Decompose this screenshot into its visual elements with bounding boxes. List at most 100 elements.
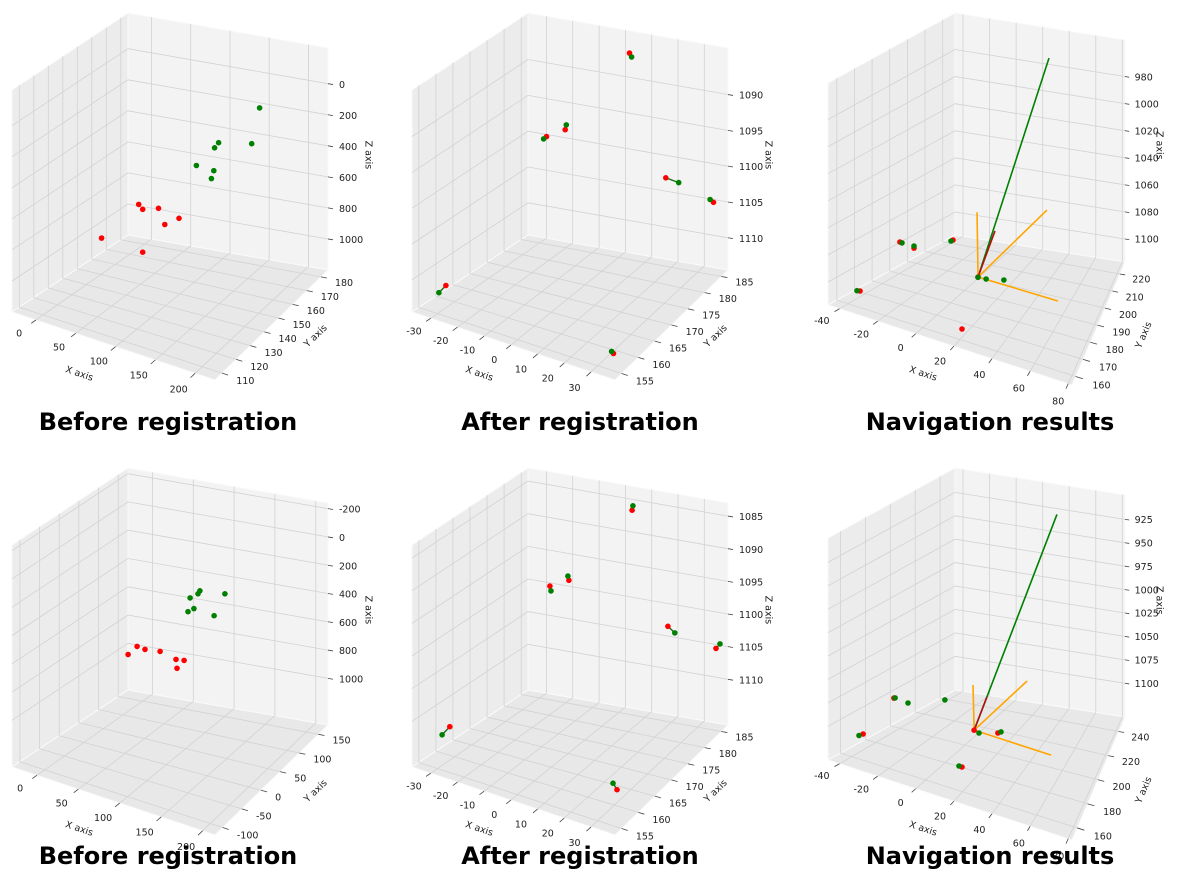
x-tick-label: 60 [1013, 383, 1025, 394]
z-tick-label: 1060 [1135, 181, 1159, 192]
point [717, 641, 723, 647]
y-tick-label: 190 [1112, 328, 1130, 339]
z-tick-label: 1000 [339, 235, 363, 246]
pane-floor [410, 234, 730, 381]
tick-mark [654, 795, 662, 799]
y-tick-label: 150 [332, 735, 350, 746]
tick-mark [1124, 565, 1130, 568]
point [614, 786, 620, 793]
y-tick-label: 100 [313, 755, 331, 766]
z-tick-label: 1090 [739, 91, 763, 102]
tick-mark [532, 808, 538, 814]
tick-mark [327, 593, 334, 595]
point [856, 732, 862, 739]
point [663, 175, 669, 181]
tick-mark [1124, 184, 1130, 186]
tick-mark [872, 775, 878, 780]
grid-line [11, 558, 329, 636]
grid-line [503, 483, 705, 748]
point [211, 145, 218, 151]
grid-line [827, 632, 1126, 704]
axis-label: Z axis [763, 596, 774, 625]
grid-line [564, 494, 679, 819]
tick-mark [1124, 157, 1130, 159]
point [713, 645, 719, 652]
segment [977, 230, 996, 278]
x-tick-label: 0 [16, 328, 22, 339]
point [248, 140, 255, 147]
tick-mark [327, 508, 334, 510]
grid-line [520, 17, 722, 277]
grid-line [503, 28, 705, 293]
z-tick-label: 1100 [1135, 679, 1159, 690]
grid-line [914, 490, 1109, 756]
tick-mark [1124, 589, 1130, 591]
grid-line [827, 76, 1126, 147]
subplot: -40 -20 0 20 40 60 80 160 180 200 220 240 925 950 975 1… [814, 467, 1165, 870]
grid-line [452, 62, 656, 342]
z-tick-label: 1000 [1135, 99, 1159, 110]
caption: Navigation results [866, 408, 1115, 436]
y-tick-label: 180 [719, 749, 737, 760]
caption: After registration [461, 408, 699, 436]
y-tick-label: 150 [293, 320, 311, 331]
tick-mark [73, 788, 79, 794]
z-tick-label: -200 [339, 505, 361, 516]
x-tick-label: 50 [56, 798, 68, 809]
grid-line [430, 471, 547, 774]
tick-mark [327, 677, 334, 680]
tick-mark [327, 536, 334, 539]
grid-line [418, 540, 622, 829]
grid-line [11, 501, 329, 580]
axis-label: Z axis [1154, 586, 1165, 615]
z-tick-label: 1080 [1135, 208, 1159, 219]
grid-line [411, 643, 729, 722]
point [630, 503, 636, 509]
tick-mark [559, 817, 565, 823]
point [181, 657, 187, 664]
x-tick-label: 40 [973, 825, 985, 836]
x-tick-label: 150 [130, 371, 148, 382]
pane-back [127, 12, 329, 271]
z-tick-label: 1095 [739, 126, 763, 137]
z-tick-label: 980 [1135, 72, 1153, 83]
subplot: 0 50 100 150 200 110 120 130 140 150 160 170 180 0 200… [10, 12, 374, 436]
tick-mark [236, 358, 243, 362]
z-tick-label: 200 [339, 111, 357, 122]
grid-line [915, 477, 1017, 790]
pane-floor [10, 234, 330, 381]
tick-mark [1097, 324, 1105, 328]
point [547, 583, 553, 589]
axis-label: Y axis [701, 323, 729, 351]
grid-line [11, 473, 329, 552]
point [211, 167, 217, 174]
tick-mark [727, 580, 734, 583]
grid-line [411, 166, 729, 245]
tick-mark [1082, 358, 1091, 362]
grid-line [47, 65, 251, 346]
y-tick-label: 180 [719, 294, 737, 305]
y-tick-label: 180 [1103, 807, 1121, 818]
grid-line [953, 26, 1044, 347]
grid-line [889, 49, 1098, 326]
point [436, 289, 442, 296]
tick-mark [425, 317, 431, 322]
caption: Before registration [39, 408, 298, 436]
pane-floor [826, 689, 1126, 841]
point [892, 695, 898, 701]
point [185, 608, 191, 615]
grid-line [98, 487, 300, 754]
segment [976, 212, 979, 278]
tick-mark [197, 830, 203, 836]
axis-label: X axis [464, 819, 495, 839]
z-tick-label: 1110 [739, 675, 763, 686]
tick-mark [727, 201, 734, 204]
grid-line [11, 642, 329, 721]
x-tick-label: -40 [814, 316, 830, 327]
grid-line [827, 515, 1126, 587]
grid-line [78, 479, 194, 790]
tick-mark [911, 788, 916, 793]
tick-mark [721, 276, 728, 278]
y-tick-label: 210 [1126, 292, 1144, 303]
